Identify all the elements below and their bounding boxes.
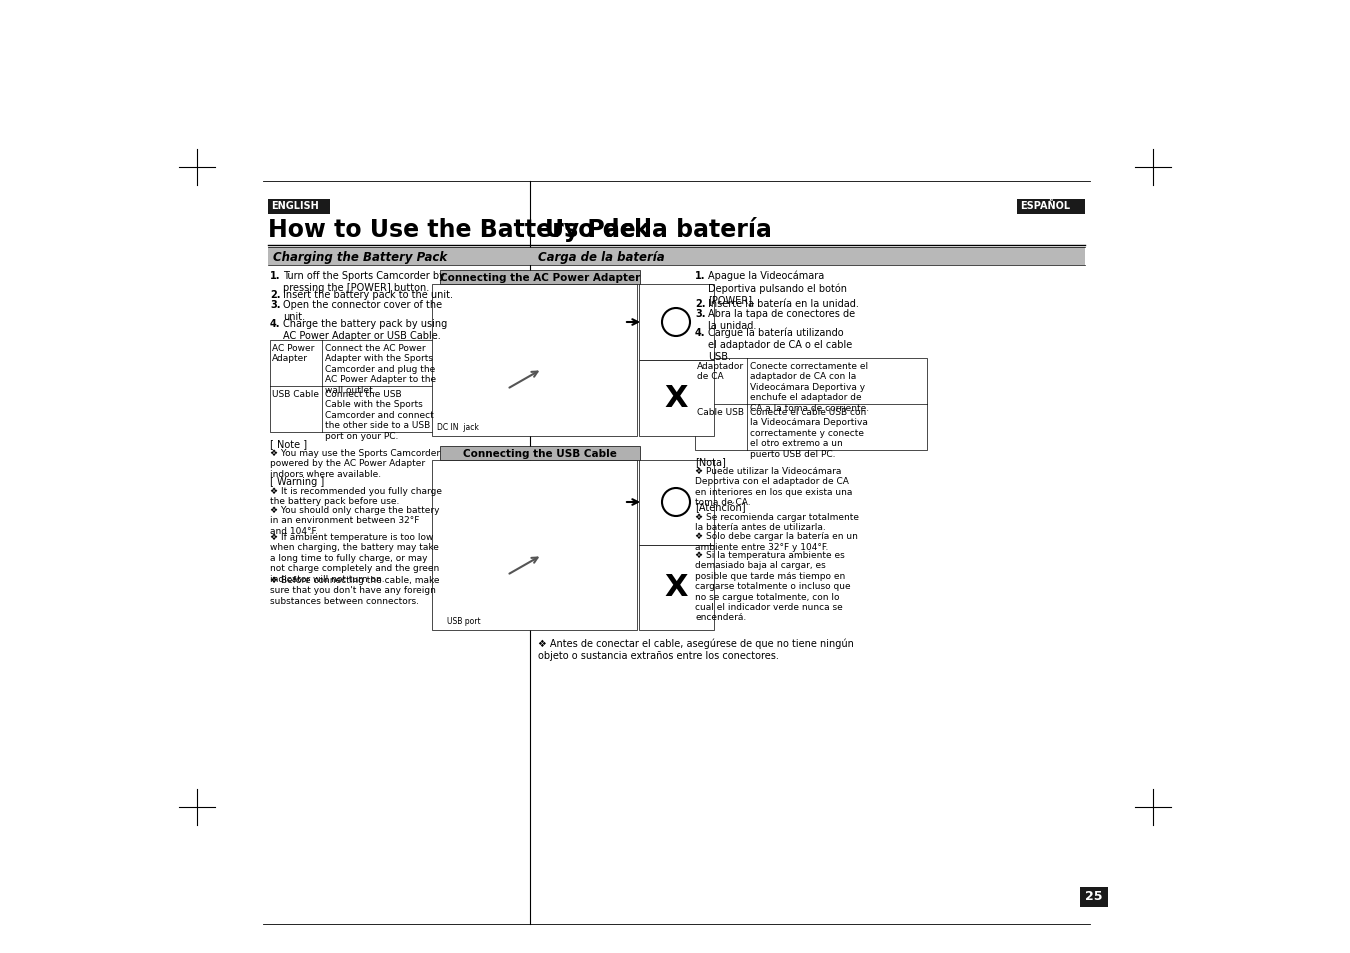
- Text: Connecting the AC Power Adapter: Connecting the AC Power Adapter: [440, 273, 640, 283]
- Text: [ Warning ]: [ Warning ]: [270, 476, 324, 486]
- Text: Inserte la batería en la unidad.: Inserte la batería en la unidad.: [707, 298, 859, 309]
- Text: Carga de la batería: Carga de la batería: [539, 251, 664, 264]
- Text: Open the connector cover of the
unit.: Open the connector cover of the unit.: [284, 299, 441, 321]
- Text: ❖ Puede utilizar la Videocámara
Deportiva con el adaptador de CA
en interiores e: ❖ Puede utilizar la Videocámara Deportiv…: [695, 467, 852, 507]
- Text: [Atención]: [Atención]: [695, 502, 745, 513]
- Text: 25: 25: [1085, 889, 1103, 902]
- Text: Conecte correctamente el
adaptador de CA con la
Videocámara Deportiva y
enchufe : Conecte correctamente el adaptador de CA…: [751, 361, 869, 412]
- Text: ❖ Si la temperatura ambiente es
demasiado baja al cargar, es
posible que tarde m: ❖ Si la temperatura ambiente es demasiad…: [695, 551, 850, 621]
- Text: Conecte el cable USB con
la Videocámara Deportiva
correctamente y conecte
el otr: Conecte el cable USB con la Videocámara …: [751, 408, 868, 458]
- Text: X: X: [664, 384, 687, 413]
- Text: ❖ You may use the Sports Camcorder
powered by the AC Power Adapter
indoors where: ❖ You may use the Sports Camcorder power…: [270, 449, 440, 478]
- Text: 3.: 3.: [270, 299, 281, 310]
- Text: 1.: 1.: [270, 271, 281, 281]
- Bar: [1080, 887, 1108, 907]
- Bar: [639, 360, 714, 436]
- Text: X: X: [664, 573, 687, 602]
- Text: Abra la tapa de conectores de
la unidad.: Abra la tapa de conectores de la unidad.: [707, 309, 855, 331]
- Text: Charging the Battery Pack: Charging the Battery Pack: [273, 251, 447, 264]
- Bar: [531, 248, 1085, 266]
- Text: ❖ Sólo debe cargar la batería en un
ambiente entre 32°F y 104°F.: ❖ Sólo debe cargar la batería en un ambi…: [695, 532, 857, 552]
- Bar: [639, 545, 714, 630]
- Bar: [695, 358, 927, 451]
- Text: DC IN  jack: DC IN jack: [437, 422, 479, 432]
- Bar: [269, 248, 531, 266]
- Text: AC Power
Adapter: AC Power Adapter: [271, 344, 315, 363]
- Text: Charge the battery pack by using
AC Power Adapter or USB Cable.: Charge the battery pack by using AC Powe…: [284, 318, 447, 340]
- Text: USB port: USB port: [447, 617, 481, 625]
- Text: Insert the battery pack to the unit.: Insert the battery pack to the unit.: [284, 290, 454, 299]
- Text: 4.: 4.: [270, 318, 281, 329]
- Text: ❖ You should only charge the battery
in an environment between 32°F
and 104°F.: ❖ You should only charge the battery in …: [270, 505, 440, 536]
- Text: ❖ Antes de conectar el cable, asegúrese de que no tiene ningún
objeto o sustanci: ❖ Antes de conectar el cable, asegúrese …: [539, 639, 853, 660]
- Bar: [432, 285, 637, 436]
- Text: 3.: 3.: [695, 309, 706, 318]
- Text: Turn off the Sports Camcorder by
pressing the [POWER] button.: Turn off the Sports Camcorder by pressin…: [284, 271, 446, 293]
- Text: 1.: 1.: [695, 271, 706, 281]
- Text: 2.: 2.: [270, 290, 281, 299]
- Text: ❖ If ambient temperature is too low
when charging, the battery may take
a long t: ❖ If ambient temperature is too low when…: [270, 533, 439, 583]
- Text: ESPAÑOL: ESPAÑOL: [1021, 201, 1071, 211]
- Text: [Nota]: [Nota]: [695, 456, 726, 467]
- Bar: [1017, 200, 1085, 214]
- Text: Apague la Videocámara
Deportiva pulsando el botón
[POWER].: Apague la Videocámara Deportiva pulsando…: [707, 271, 846, 305]
- Text: ❖ Before connecting the cable, make
sure that you don't have any foreign
substan: ❖ Before connecting the cable, make sure…: [270, 576, 440, 605]
- Text: Adaptador
de CA: Adaptador de CA: [697, 361, 744, 381]
- Text: 4.: 4.: [695, 328, 706, 337]
- Bar: [432, 460, 637, 630]
- Text: Connecting the USB Cable: Connecting the USB Cable: [463, 449, 617, 458]
- Text: ❖ Se recomienda cargar totalmente
la batería antes de utilizarla.: ❖ Se recomienda cargar totalmente la bat…: [695, 513, 859, 532]
- Text: USB Cable: USB Cable: [271, 390, 319, 398]
- Text: Cargue la batería utilizando
el adaptador de CA o el cable
USB.: Cargue la batería utilizando el adaptado…: [707, 328, 852, 361]
- Text: Uso de la batería: Uso de la batería: [545, 218, 772, 242]
- Text: Connect the USB
Cable with the Sports
Camcorder and connect
the other side to a : Connect the USB Cable with the Sports Ca…: [325, 390, 433, 440]
- Bar: [270, 340, 497, 433]
- Bar: [639, 460, 714, 545]
- Bar: [269, 200, 329, 214]
- Text: ❖ It is recommended you fully charge
the battery pack before use.: ❖ It is recommended you fully charge the…: [270, 486, 441, 506]
- Text: How to Use the Battery Pack: How to Use the Battery Pack: [269, 218, 649, 242]
- Text: 2.: 2.: [695, 298, 706, 309]
- Bar: [440, 271, 640, 285]
- Text: Cable USB: Cable USB: [697, 408, 744, 416]
- Bar: [440, 447, 640, 460]
- Text: ENGLISH: ENGLISH: [271, 201, 319, 211]
- Text: [ Note ]: [ Note ]: [270, 438, 306, 449]
- Text: Connect the AC Power
Adapter with the Sports
Camcorder and plug the
AC Power Ada: Connect the AC Power Adapter with the Sp…: [325, 344, 436, 395]
- Bar: [639, 285, 714, 360]
